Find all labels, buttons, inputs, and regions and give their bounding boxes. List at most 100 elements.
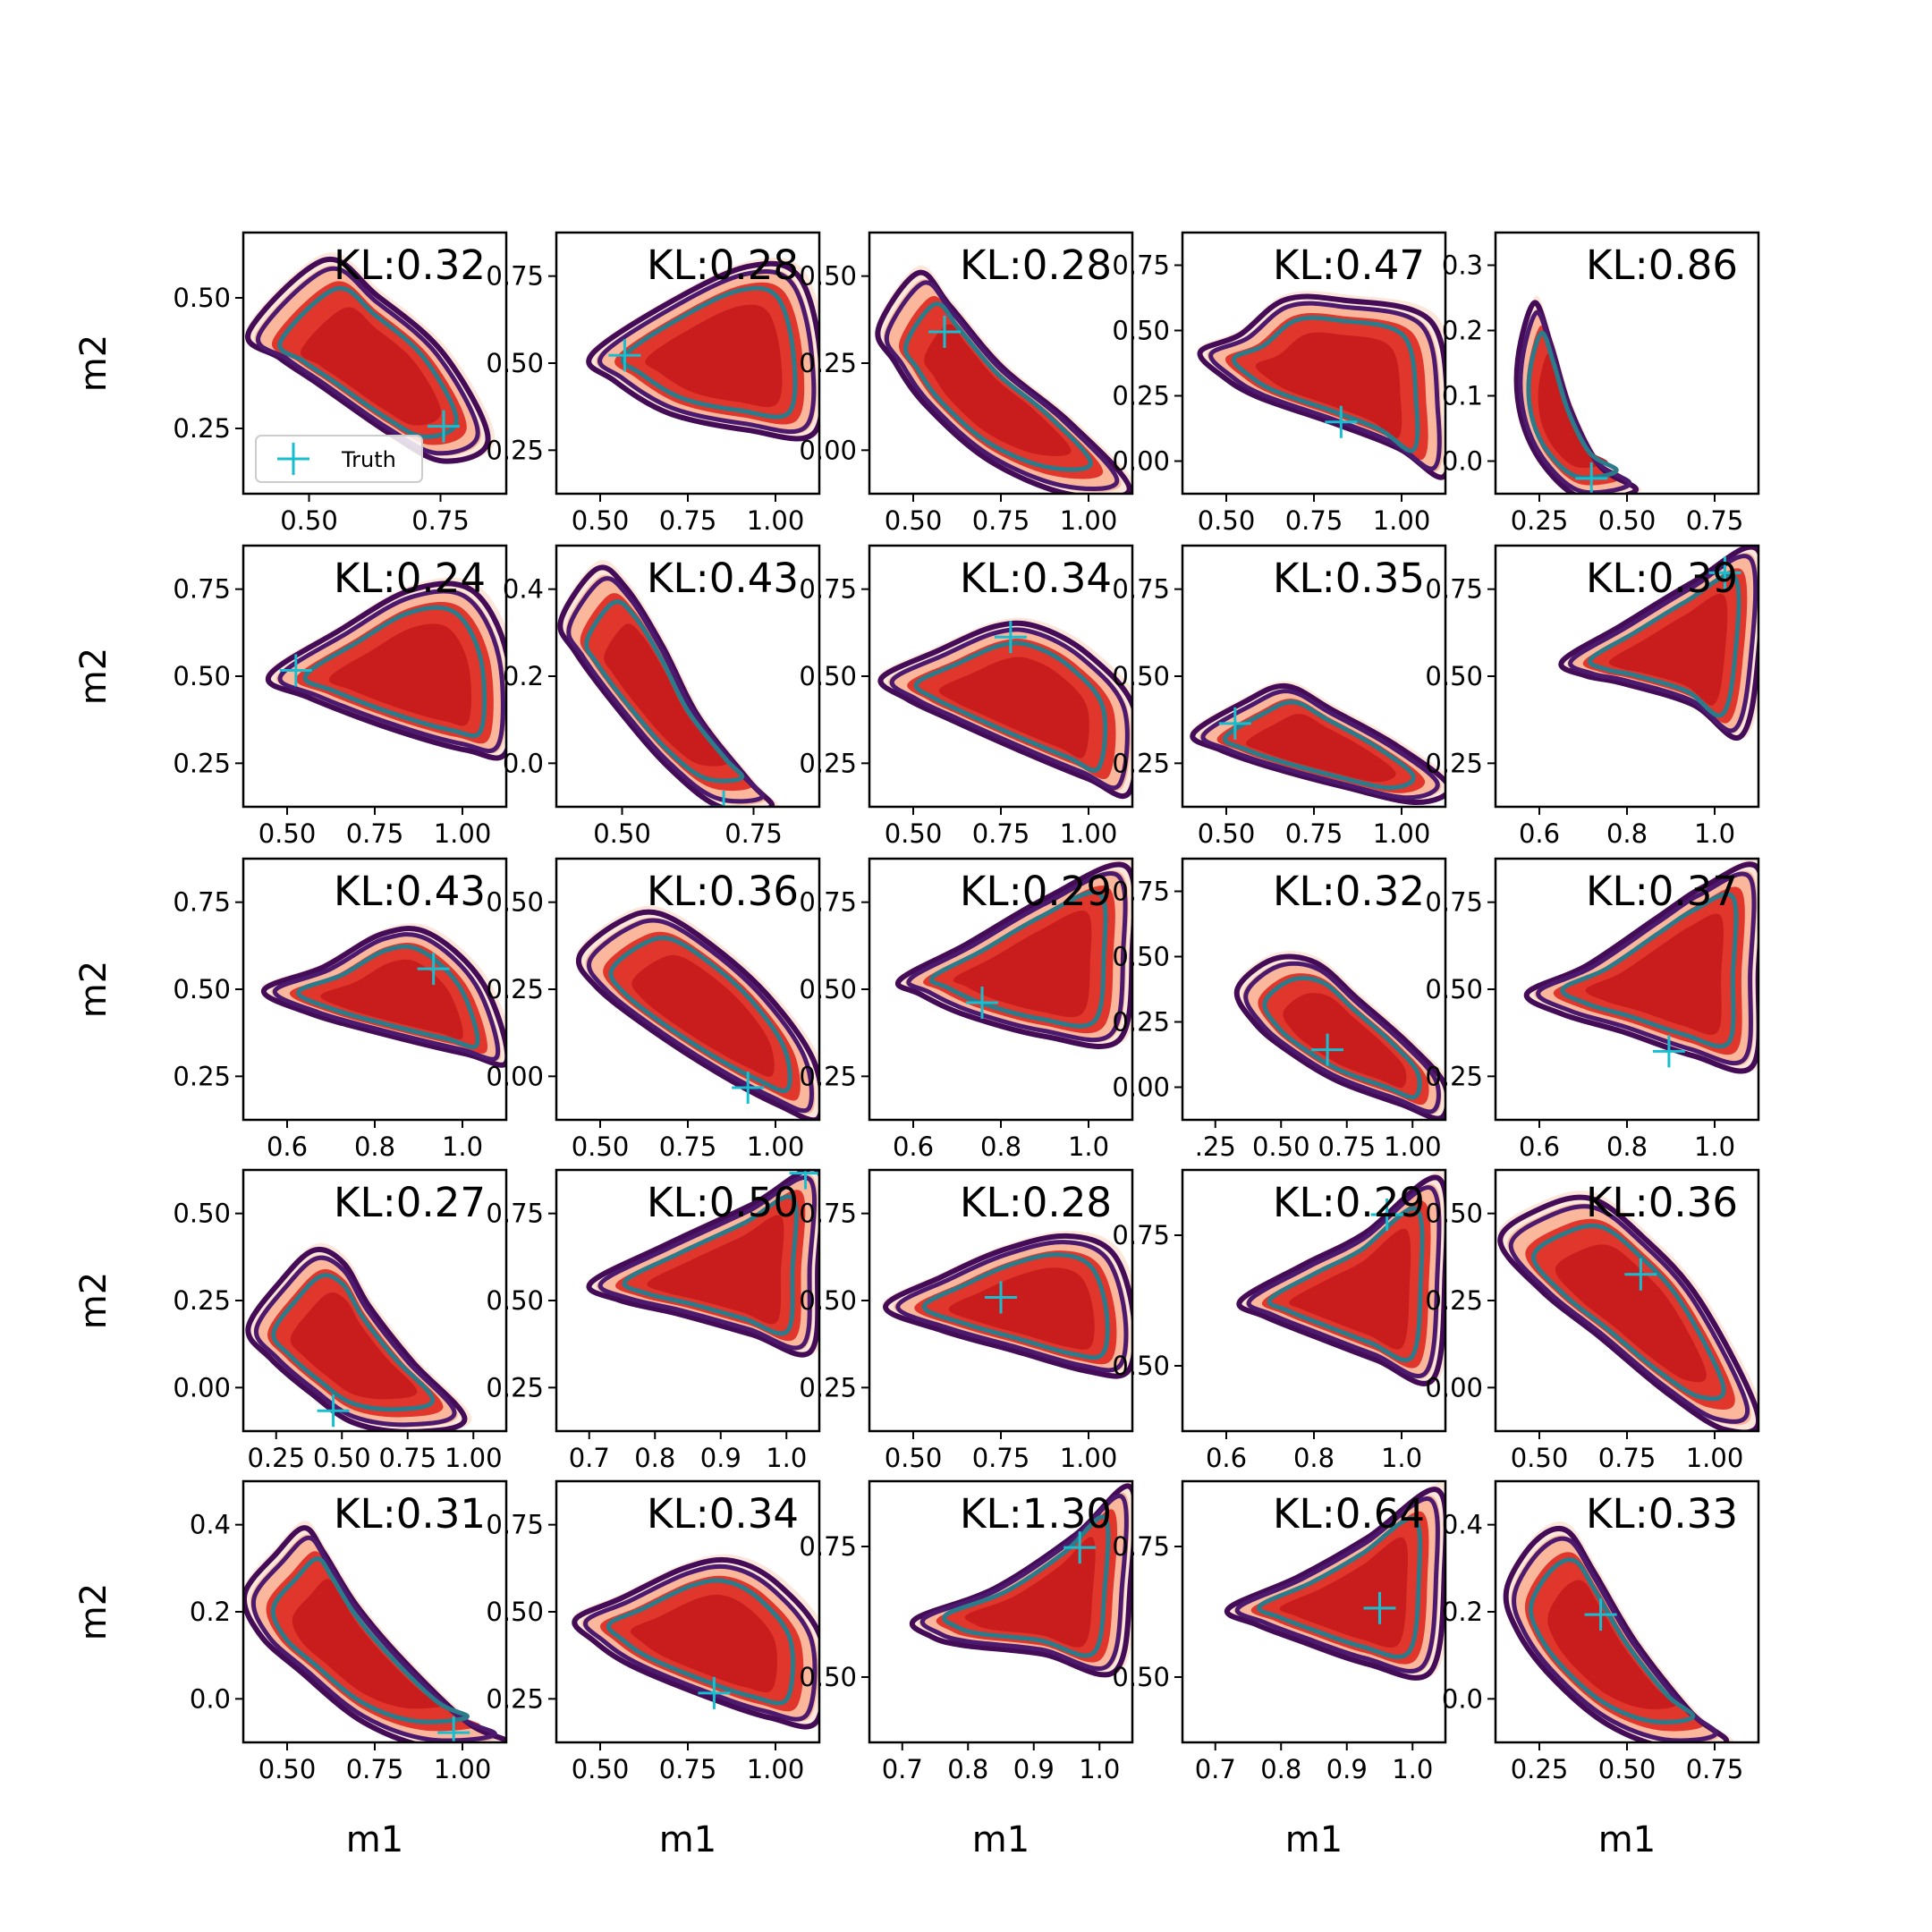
inner-contour bbox=[1267, 1206, 1425, 1362]
kl-divergence-label: KL:0.35 bbox=[1273, 555, 1425, 602]
x-tick-label: 1.00 bbox=[1686, 1443, 1744, 1473]
x-tick-label: 0.50 bbox=[885, 505, 943, 536]
y-tick-label: 0.25 bbox=[799, 348, 857, 378]
kl-divergence-label: KL:1.30 bbox=[960, 1490, 1112, 1538]
x-tick-label: .25 bbox=[1195, 1131, 1236, 1162]
x-tick-label: 0.50 bbox=[313, 1443, 371, 1473]
x-tick-label: 0.6 bbox=[1519, 818, 1560, 849]
outer-contour bbox=[1236, 1174, 1445, 1386]
outer-contour bbox=[882, 1233, 1132, 1379]
y-axis-label: m2 bbox=[73, 335, 114, 392]
x-tick-label: 0.75 bbox=[659, 1754, 717, 1784]
inner-contour bbox=[913, 640, 1108, 773]
panel-r2-c2: 0.50 0.75 0.0 0.2 0.4 KL:0.43 bbox=[503, 544, 821, 849]
inner-contour bbox=[271, 1273, 436, 1412]
y-tick-label: 0.2 bbox=[1442, 1597, 1483, 1627]
y-tick-label: 0.50 bbox=[173, 1199, 231, 1229]
y-tick-label: 0.50 bbox=[173, 661, 231, 691]
x-tick-label: 1.0 bbox=[1392, 1754, 1433, 1784]
density-fill-level-4 bbox=[948, 1267, 1095, 1350]
y-tick-label: 0.00 bbox=[173, 1372, 231, 1402]
density-fill-level-4 bbox=[1279, 1537, 1408, 1648]
x-tick-label: 0.8 bbox=[947, 1754, 988, 1784]
x-tick-label: 1.00 bbox=[1384, 1131, 1442, 1162]
y-tick-label: 0.2 bbox=[1442, 316, 1483, 346]
panel-frame bbox=[1181, 857, 1447, 1122]
y-tick-label: 0.25 bbox=[486, 1683, 544, 1714]
inner-contour bbox=[921, 1252, 1110, 1360]
x-tick-label: 0.6 bbox=[1206, 1443, 1247, 1473]
y-tick-label: 0.50 bbox=[799, 1662, 857, 1692]
y-tick-label: 0.75 bbox=[173, 887, 231, 918]
truth-marker bbox=[1624, 1258, 1657, 1291]
density-fill-level-4 bbox=[631, 1594, 777, 1693]
x-tick-label: 0.75 bbox=[378, 1443, 436, 1473]
y-tick-label: 0.2 bbox=[190, 1597, 231, 1627]
outer-contour bbox=[1190, 682, 1445, 806]
density-fill-level-4 bbox=[924, 324, 1072, 456]
x-tick-label: 0.50 bbox=[1511, 1443, 1569, 1473]
panel-r2-c4: 0.50 0.75 1.00 0.25 0.50 0.75 KL:0.35 bbox=[1112, 544, 1447, 849]
x-tick-label: 0.6 bbox=[893, 1131, 934, 1162]
density-fill-level-4 bbox=[1608, 593, 1728, 706]
y-tick-label: 0.75 bbox=[799, 574, 857, 605]
panel-r3-c1: 0.6 0.8 1.0 0.25 0.50 0.75 KL:0.43 m2 bbox=[73, 857, 508, 1162]
panel-contours bbox=[261, 923, 506, 1068]
x-tick-label: 0.25 bbox=[247, 1443, 305, 1473]
inner-contour bbox=[902, 301, 1093, 472]
middle-contour bbox=[250, 1535, 497, 1742]
density-fill-level-4 bbox=[1245, 714, 1396, 783]
x-tick-label: 1.0 bbox=[1381, 1443, 1422, 1473]
inner-contour bbox=[1526, 330, 1619, 480]
y-tick-label: 0.0 bbox=[503, 748, 544, 778]
middle-contour bbox=[254, 1255, 457, 1428]
panel-frame bbox=[242, 231, 508, 496]
inner-contour bbox=[942, 1514, 1111, 1658]
x-tick-label: 0.50 bbox=[1252, 1131, 1310, 1162]
panel-r1-c4: 0.50 0.75 1.00 0.00 0.25 0.50 0.75 KL:0.47 bbox=[1112, 231, 1447, 536]
inner-contour bbox=[296, 944, 480, 1050]
x-tick-label: 0.50 bbox=[1198, 505, 1256, 536]
density-fill-level-4 bbox=[631, 954, 775, 1077]
x-tick-label: 1.0 bbox=[1694, 1131, 1735, 1162]
x-tick-label: 0.75 bbox=[411, 505, 470, 536]
x-tick-label: 0.75 bbox=[346, 818, 404, 849]
x-tick-label: 1.00 bbox=[434, 818, 492, 849]
y-tick-label: 0.0 bbox=[1442, 1683, 1483, 1714]
inner-contour bbox=[622, 1194, 799, 1336]
y-tick-label: 0.50 bbox=[1425, 661, 1483, 691]
panel-contours bbox=[875, 265, 1132, 494]
density-fill-level-4 bbox=[1547, 1580, 1677, 1709]
y-tick-label: 0.50 bbox=[1112, 942, 1170, 972]
truth-marker bbox=[1311, 1033, 1344, 1066]
y-tick-label: 0.25 bbox=[173, 748, 231, 778]
density-fill-level-4 bbox=[292, 1579, 447, 1709]
y-tick-label: 0.25 bbox=[486, 1372, 544, 1402]
x-tick-label: 0.6 bbox=[1519, 1131, 1560, 1162]
inner-contour bbox=[584, 599, 745, 784]
y-tick-label: 0.25 bbox=[799, 748, 857, 778]
y-tick-label: 0.50 bbox=[799, 261, 857, 292]
x-tick-label: 1.0 bbox=[1068, 1131, 1109, 1162]
x-tick-label: 0.75 bbox=[1318, 1131, 1376, 1162]
panel-r1-c1: 0.50 0.75 0.25 0.50 KL:0.32 Truth m2 bbox=[73, 231, 508, 536]
y-tick-label: 0.50 bbox=[1112, 316, 1170, 346]
truth-marker bbox=[1370, 1199, 1403, 1232]
inner-contour bbox=[1222, 699, 1416, 791]
density-fill-level-4 bbox=[320, 959, 463, 1039]
truth-marker bbox=[1325, 405, 1358, 438]
legend-entry-truth: Truth bbox=[341, 447, 396, 472]
x-axis-label: m1 bbox=[972, 1819, 1030, 1860]
kl-divergence-label: KL:0.28 bbox=[960, 242, 1112, 289]
y-tick-label: 0.75 bbox=[799, 1199, 857, 1229]
y-tick-label: 0.75 bbox=[486, 1199, 544, 1229]
kl-divergence-label: KL:0.39 bbox=[1586, 555, 1738, 602]
panel-contours bbox=[895, 859, 1132, 1049]
panel-contours bbox=[586, 1170, 819, 1358]
x-tick-label: 0.25 bbox=[1511, 505, 1569, 536]
panel-contours bbox=[586, 257, 819, 442]
y-tick-label: 0.50 bbox=[173, 974, 231, 1004]
middle-contour bbox=[1200, 689, 1440, 801]
y-tick-label: 0.25 bbox=[1112, 748, 1170, 778]
middle-contour bbox=[1234, 1496, 1440, 1674]
